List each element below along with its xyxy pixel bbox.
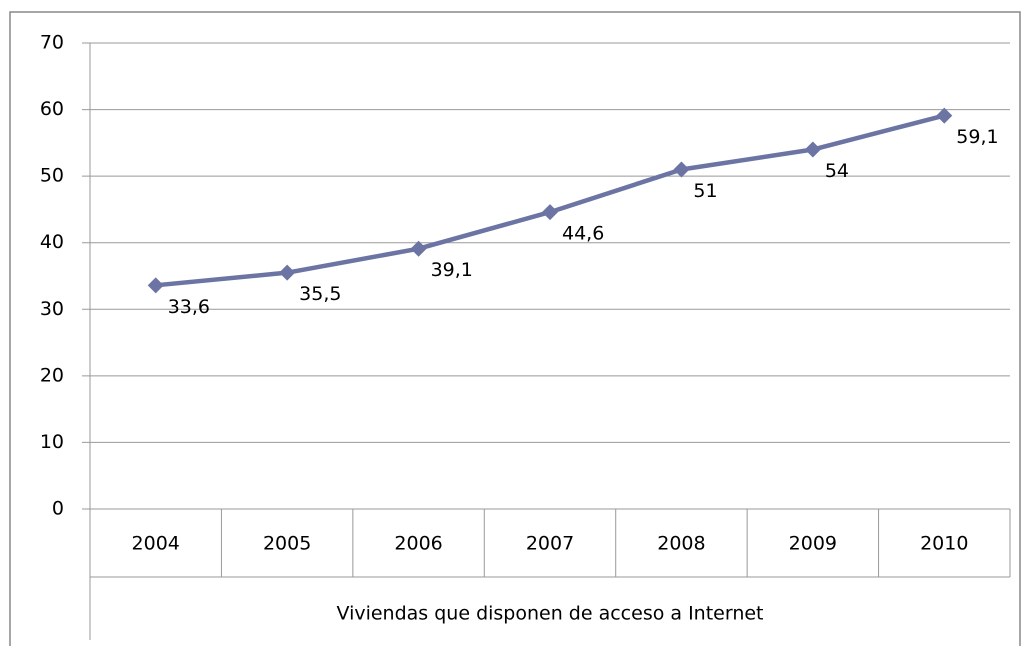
data-label: 33,6 xyxy=(168,296,210,318)
chart-frame xyxy=(9,11,1021,646)
data-label: 39,1 xyxy=(431,259,473,281)
marker xyxy=(147,277,164,294)
marker xyxy=(410,240,427,257)
y-tick-label: 50 xyxy=(40,165,64,187)
marker xyxy=(542,204,558,221)
marker xyxy=(936,107,953,124)
data-label: 44,6 xyxy=(562,223,604,245)
data-label: 51 xyxy=(693,180,717,202)
y-tick-label: 70 xyxy=(40,32,64,54)
x-tick-label: 2005 xyxy=(263,533,311,555)
y-tick-label: 40 xyxy=(40,231,64,253)
y-tick-label: 30 xyxy=(40,298,64,320)
data-label: 54 xyxy=(825,160,849,182)
y-tick-label: 20 xyxy=(40,364,64,386)
data-label: 59,1 xyxy=(956,126,998,148)
x-tick-label: 2008 xyxy=(657,533,705,555)
data-label: 35,5 xyxy=(299,283,341,305)
y-tick-label: 0 xyxy=(52,498,64,520)
x-tick-label: 2004 xyxy=(132,533,180,555)
y-tick-label: 10 xyxy=(40,431,64,453)
marker xyxy=(804,141,821,158)
x-tick-label: 2009 xyxy=(789,533,837,555)
x-tick-label: 2010 xyxy=(920,533,968,555)
x-tick-label: 2007 xyxy=(526,533,574,555)
series-label: Viviendas que disponen de acceso a Inter… xyxy=(336,603,763,625)
x-tick-label: 2006 xyxy=(394,533,442,555)
y-tick-label: 60 xyxy=(40,98,64,120)
marker xyxy=(673,161,690,178)
marker xyxy=(279,264,296,281)
